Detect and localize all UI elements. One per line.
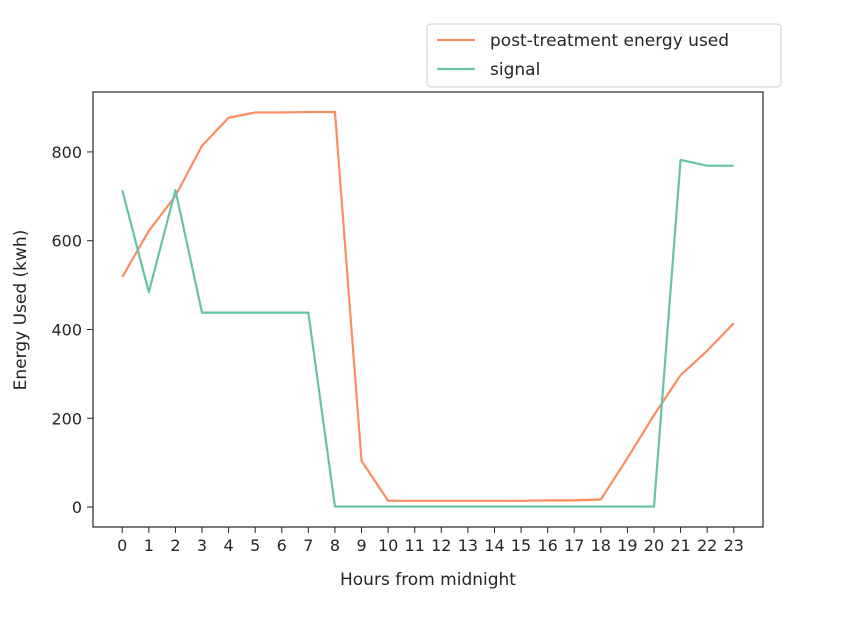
x-tick-label: 15 (511, 536, 531, 555)
y-tick-label: 800 (51, 143, 82, 162)
series-layer (121, 110, 735, 508)
x-tick-label: 16 (537, 536, 557, 555)
y-tick-label: 200 (51, 409, 82, 428)
x-tick-label: 6 (277, 536, 287, 555)
legend-label-post-treatment: post-treatment energy used (490, 31, 729, 51)
x-tick-label: 17 (564, 536, 584, 555)
x-tick-label: 8 (330, 536, 340, 555)
legend-label-signal: signal (490, 60, 540, 80)
x-axis: 0 1 2 3 4 5 6 7 8 9 10 11 12 13 14 15 16 17 18 19 20 21 22 23 (117, 527, 744, 555)
x-tick-label: 12 (431, 536, 451, 555)
legend: post-treatment energy used signal (426, 23, 782, 88)
x-tick-label: 22 (697, 536, 717, 555)
x-tick-label: 9 (356, 536, 366, 555)
x-axis-label: Hours from midnight (340, 570, 516, 590)
y-axis-label: Energy Used (kwh) (11, 230, 31, 391)
x-tick-label: 5 (250, 536, 260, 555)
x-tick-label: 11 (405, 536, 425, 555)
x-tick-label: 2 (170, 536, 180, 555)
x-tick-label: 1 (144, 536, 154, 555)
legend-box (426, 23, 782, 88)
x-tick-label: 13 (458, 536, 478, 555)
x-tick-label: 7 (303, 536, 313, 555)
x-tick-label: 18 (591, 536, 611, 555)
y-tick-label: 600 (51, 232, 82, 251)
series-line-post-treatment (121, 110, 735, 502)
x-tick-label: 21 (670, 536, 690, 555)
x-tick-label: 20 (644, 536, 664, 555)
y-axis: 0 200 400 600 800 (51, 143, 93, 517)
series-line-signal (121, 158, 734, 508)
x-tick-label: 3 (197, 536, 207, 555)
x-tick-label: 10 (378, 536, 398, 555)
x-tick-label: 14 (484, 536, 504, 555)
y-tick-label: 0 (72, 498, 82, 517)
x-tick-label: 0 (117, 536, 127, 555)
x-tick-label: 19 (617, 536, 637, 555)
plot-area (92, 91, 764, 528)
y-tick-label: 400 (51, 320, 82, 339)
x-tick-label: 23 (724, 536, 744, 555)
x-tick-label: 4 (224, 536, 234, 555)
